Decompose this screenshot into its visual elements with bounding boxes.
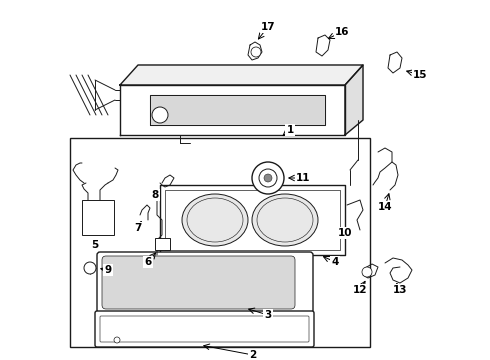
Text: 16: 16 <box>335 27 349 37</box>
Polygon shape <box>345 65 363 135</box>
Circle shape <box>84 262 96 274</box>
Circle shape <box>251 47 261 57</box>
Ellipse shape <box>182 194 248 246</box>
Bar <box>70 138 370 347</box>
Circle shape <box>152 107 168 123</box>
Text: 3: 3 <box>265 310 271 320</box>
Text: 13: 13 <box>393 285 407 295</box>
Text: 12: 12 <box>353 285 367 295</box>
Polygon shape <box>160 185 345 255</box>
Text: 8: 8 <box>151 190 159 200</box>
Circle shape <box>264 174 272 182</box>
FancyBboxPatch shape <box>95 311 314 347</box>
Text: 9: 9 <box>104 265 112 275</box>
Text: 4: 4 <box>331 257 339 267</box>
Circle shape <box>259 169 277 187</box>
Circle shape <box>362 267 372 277</box>
Text: 17: 17 <box>261 22 275 32</box>
Polygon shape <box>120 65 363 85</box>
Polygon shape <box>150 95 325 125</box>
Text: 2: 2 <box>249 350 257 360</box>
Text: 14: 14 <box>378 202 392 212</box>
Text: 5: 5 <box>91 240 98 250</box>
Bar <box>82 200 114 235</box>
Text: 6: 6 <box>145 257 151 267</box>
Text: 11: 11 <box>296 173 310 183</box>
FancyBboxPatch shape <box>97 252 313 313</box>
Text: 1: 1 <box>286 125 294 135</box>
Circle shape <box>114 337 120 343</box>
Circle shape <box>252 162 284 194</box>
Bar <box>155 238 170 250</box>
Polygon shape <box>120 85 345 135</box>
Text: 7: 7 <box>134 223 142 233</box>
FancyBboxPatch shape <box>102 256 295 309</box>
Ellipse shape <box>252 194 318 246</box>
Text: 15: 15 <box>413 70 427 80</box>
Text: 10: 10 <box>338 228 352 238</box>
Polygon shape <box>165 190 340 250</box>
